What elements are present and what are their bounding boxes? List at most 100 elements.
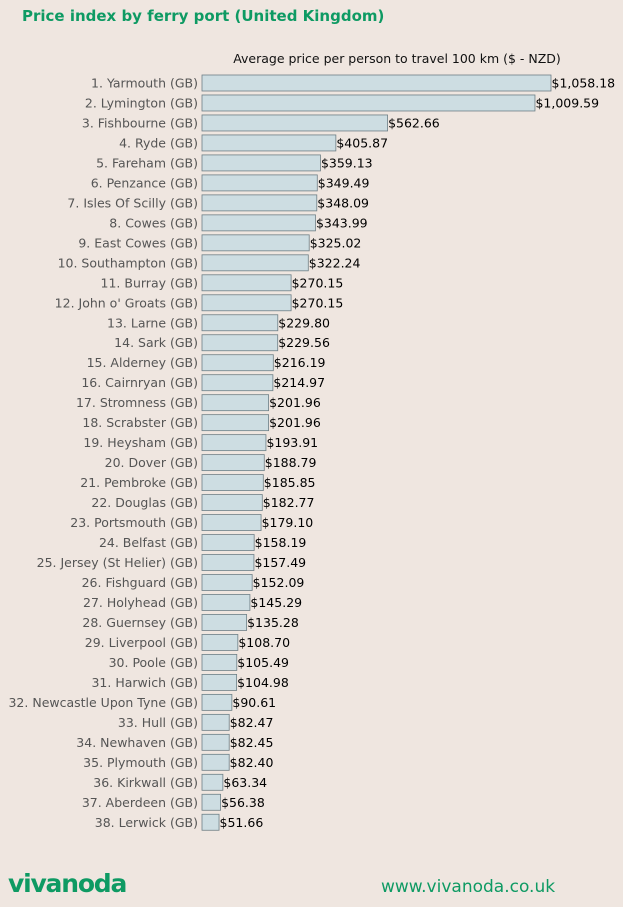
- value-label: $270.15: [292, 275, 344, 290]
- value-label: $157.49: [254, 555, 306, 570]
- bar: [201, 813, 220, 831]
- value-label: $322.24: [309, 255, 361, 270]
- value-label: $348.09: [317, 195, 369, 210]
- value-label: $201.96: [269, 415, 321, 430]
- category-label: 33. Hull (GB): [118, 715, 198, 730]
- category-label: 28. Guernsey (GB): [82, 615, 198, 630]
- value-label: $152.09: [253, 575, 305, 590]
- value-label: $82.40: [230, 755, 274, 770]
- value-label: $105.49: [237, 655, 289, 670]
- bar: [201, 713, 230, 731]
- bar: [201, 254, 309, 272]
- category-label: 23. Portsmouth (GB): [70, 515, 198, 530]
- bar: [201, 554, 255, 571]
- category-label: 30. Poole (GB): [109, 655, 198, 670]
- category-label: 17. Stromness (GB): [76, 395, 198, 410]
- category-label: 36. Kirkwall (GB): [93, 775, 198, 790]
- bar-chart: 1. Yarmouth (GB) $1,058.18 2. Lymington (G…: [8, 74, 616, 831]
- value-label: $56.38: [221, 795, 265, 810]
- value-label: $82.47: [230, 715, 274, 730]
- bar: [201, 594, 251, 611]
- category-label: 20. Dover (GB): [105, 455, 198, 470]
- value-label: $216.19: [274, 355, 326, 370]
- value-label: $51.66: [220, 815, 264, 830]
- bar: [201, 314, 279, 332]
- category-label: 10. Southampton (GB): [58, 255, 198, 270]
- bar: [201, 753, 230, 771]
- bar: [201, 114, 388, 132]
- bar: [201, 74, 552, 92]
- category-label: 25. Jersey (St Helier) (GB): [37, 555, 198, 570]
- value-label: $214.97: [273, 375, 325, 390]
- category-label: 29. Liverpool (GB): [85, 635, 198, 650]
- value-label: $145.29: [250, 595, 302, 610]
- bar: [201, 374, 274, 392]
- website-link[interactable]: www.vivanoda.co.uk: [381, 877, 556, 897]
- value-label: $135.28: [247, 615, 299, 630]
- value-label: $343.99: [316, 215, 368, 230]
- bar: [201, 534, 255, 551]
- bar: [201, 674, 238, 691]
- category-label: 11. Burray (GB): [101, 275, 198, 290]
- category-label: 4. Ryde (GB): [119, 135, 198, 150]
- chart-subtitle: Average price per person to travel 100 k…: [233, 51, 561, 66]
- category-label: 34. Newhaven (GB): [76, 735, 198, 750]
- category-label: 15. Alderney (GB): [87, 355, 198, 370]
- category-label: 12. John o' Groats (GB): [55, 295, 198, 310]
- category-label: 9. East Cowes (GB): [78, 235, 198, 250]
- bar: [201, 394, 270, 412]
- category-label: 5. Fareham (GB): [96, 155, 198, 170]
- category-label: 37. Aberdeen (GB): [82, 795, 198, 810]
- category-label: 19. Heysham (GB): [83, 435, 198, 450]
- category-label: 1. Yarmouth (GB): [91, 76, 198, 91]
- value-label: $82.45: [230, 735, 274, 750]
- bar: [201, 414, 270, 432]
- value-label: $185.85: [264, 475, 316, 490]
- bar: [201, 474, 264, 492]
- value-label: $158.19: [255, 535, 307, 550]
- value-label: $229.80: [278, 315, 330, 330]
- value-label: $179.10: [262, 515, 314, 530]
- bar: [201, 654, 238, 671]
- bar: [201, 434, 267, 452]
- bar: [201, 454, 265, 472]
- bar: [201, 733, 230, 751]
- category-label: 27. Holyhead (GB): [83, 595, 198, 610]
- category-label: 21. Pembroke (GB): [80, 475, 198, 490]
- chart-title: Price index by ferry port (United Kingdo…: [22, 7, 385, 25]
- bar: [201, 693, 233, 711]
- bar: [201, 773, 224, 791]
- value-label: $193.91: [266, 435, 318, 450]
- category-label: 35. Plymouth (GB): [83, 755, 198, 770]
- value-label: $349.49: [318, 175, 370, 190]
- category-label: 7. Isles Of Scilly (GB): [67, 195, 198, 210]
- value-label: $229.56: [278, 335, 330, 350]
- category-label: 32. Newcastle Upon Tyne (GB): [8, 695, 198, 710]
- bar: [201, 274, 292, 292]
- value-label: $182.77: [263, 495, 315, 510]
- value-label: $1,058.18: [552, 76, 616, 91]
- category-label: 13. Larne (GB): [107, 315, 198, 330]
- bar: [201, 234, 310, 252]
- bar: [201, 134, 337, 152]
- bar: [201, 494, 263, 511]
- category-label: 3. Fishbourne (GB): [82, 115, 198, 130]
- category-label: 18. Scrabster (GB): [82, 415, 198, 430]
- value-label: $359.13: [321, 155, 373, 170]
- category-label: 16. Cairnryan (GB): [81, 375, 198, 390]
- category-label: 2. Lymington (GB): [85, 95, 198, 110]
- category-label: 24. Belfast (GB): [99, 535, 198, 550]
- value-label: $405.87: [336, 135, 388, 150]
- category-label: 6. Penzance (GB): [91, 175, 198, 190]
- category-label: 14. Sark (GB): [114, 335, 198, 350]
- category-label: 22. Douglas (GB): [91, 495, 198, 510]
- category-label: 8. Cowes (GB): [109, 215, 198, 230]
- bar: [201, 614, 248, 631]
- bar: [201, 154, 321, 172]
- value-label: $104.98: [237, 675, 289, 690]
- vivanoda-logo[interactable]: vivanoda: [8, 869, 127, 898]
- value-label: $63.34: [223, 775, 267, 790]
- bar: [201, 334, 279, 352]
- bar: [201, 634, 239, 651]
- category-label: 31. Harwich (GB): [91, 675, 198, 690]
